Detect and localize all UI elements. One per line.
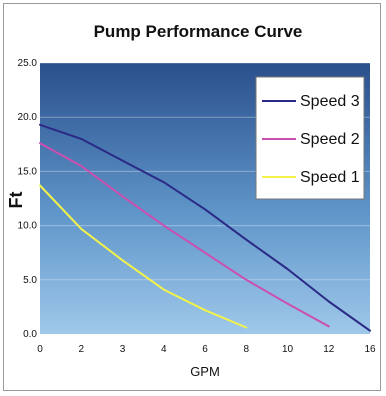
- series-line-speed-2: [39, 142, 330, 328]
- legend: Speed 3 Speed 2 Speed 1: [255, 76, 365, 200]
- y-tick-label: 20.0: [18, 112, 38, 123]
- x-tick-label: 10: [282, 344, 294, 355]
- legend-label: Speed 2: [300, 131, 360, 148]
- series-line-speed-3: [39, 123, 371, 332]
- x-tick-label: 6: [202, 344, 208, 355]
- x-tick-label: 3: [120, 344, 126, 355]
- legend-items: Speed 3 Speed 2 Speed 1: [262, 93, 360, 186]
- x-axis-label: GPM: [190, 364, 220, 379]
- y-axis-label: Ft: [6, 192, 26, 209]
- y-axis-ticks: 0.0 5.0 10.0 15.0 20.0 25.0: [18, 58, 38, 340]
- x-tick-label: 12: [323, 344, 335, 355]
- x-tick-label: 2: [78, 344, 84, 355]
- y-tick-label: 15.0: [18, 166, 38, 177]
- y-tick-label: 0.0: [23, 329, 37, 340]
- chart-title: Pump Performance Curve: [94, 22, 303, 41]
- x-tick-label: 4: [161, 344, 167, 355]
- legend-label: Speed 1: [300, 169, 360, 186]
- x-tick-label: 16: [364, 344, 376, 355]
- y-tick-label: 5.0: [23, 275, 37, 286]
- x-tick-label: 0: [37, 344, 43, 355]
- x-tick-label: 8: [243, 344, 249, 355]
- legend-label: Speed 3: [300, 93, 360, 110]
- series-line-speed-1: [39, 184, 248, 329]
- y-tick-label: 25.0: [18, 58, 38, 69]
- y-tick-label: 10.0: [18, 221, 38, 232]
- x-axis-ticks: 0 2 3 4 6 8 10 12 16: [37, 344, 376, 355]
- series-lines: [39, 123, 371, 332]
